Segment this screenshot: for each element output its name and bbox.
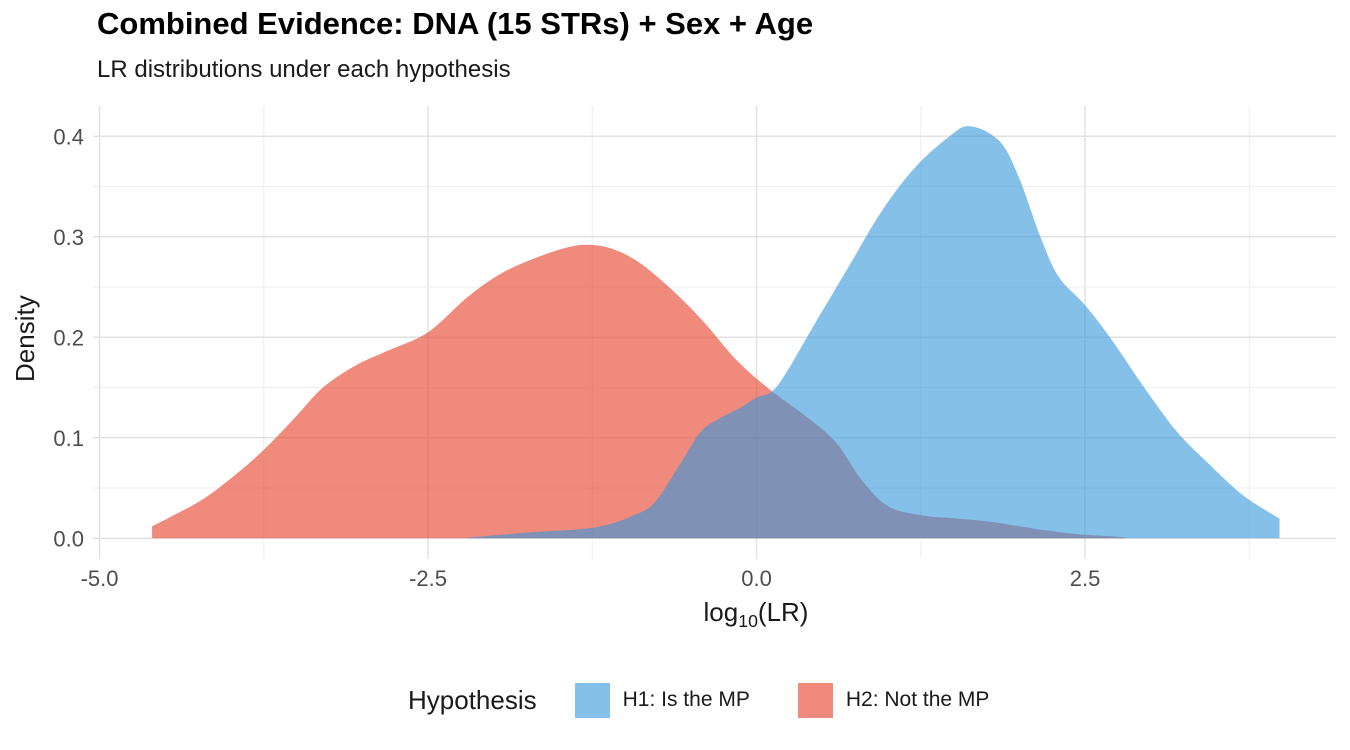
plot-area: -5.0 -2.5 0.0 2.5 0.0 0.1 0.2 0.3 0.4 xyxy=(53,106,1336,591)
chart-subtitle: LR distributions under each hypothesis xyxy=(97,56,511,83)
h2-density-area xyxy=(152,244,1125,539)
x-tick-label: -2.5 xyxy=(409,566,447,591)
legend: Hypothesis H1: Is the MP H2: Not the MP xyxy=(408,672,989,728)
legend-swatch-h1 xyxy=(574,682,610,718)
y-tick-label: 0.2 xyxy=(53,325,84,350)
legend-label-h2: H2: Not the MP xyxy=(845,688,990,711)
y-axis-title: Density xyxy=(10,295,40,383)
legend-label-h1: H1: Is the MP xyxy=(622,688,750,711)
x-axis-title-sub: 10 xyxy=(738,611,758,632)
chart-title: Combined Evidence: DNA (15 STRs) + Sex +… xyxy=(97,6,814,41)
y-tick-label: 0.3 xyxy=(53,225,84,250)
x-axis-title-pre: log xyxy=(703,597,739,627)
legend-swatch-h2 xyxy=(797,682,833,718)
x-axis-title-post: (LR) xyxy=(757,597,809,627)
y-tick-label: 0.4 xyxy=(53,124,84,149)
legend-item-h2: H2: Not the MP xyxy=(797,682,990,718)
x-axis-title: log10(LR) xyxy=(606,597,906,632)
y-tick-label: 0.1 xyxy=(53,426,84,451)
legend-title: Hypothesis xyxy=(408,684,537,715)
legend-item-h1: H1: Is the MP xyxy=(574,682,750,718)
x-tick-label: -5.0 xyxy=(81,566,119,591)
x-tick-label: 2.5 xyxy=(1070,566,1101,591)
y-tick-label: 0.0 xyxy=(53,526,84,551)
h1-density-area xyxy=(467,126,1280,539)
x-tick-label: 0.0 xyxy=(741,566,772,591)
